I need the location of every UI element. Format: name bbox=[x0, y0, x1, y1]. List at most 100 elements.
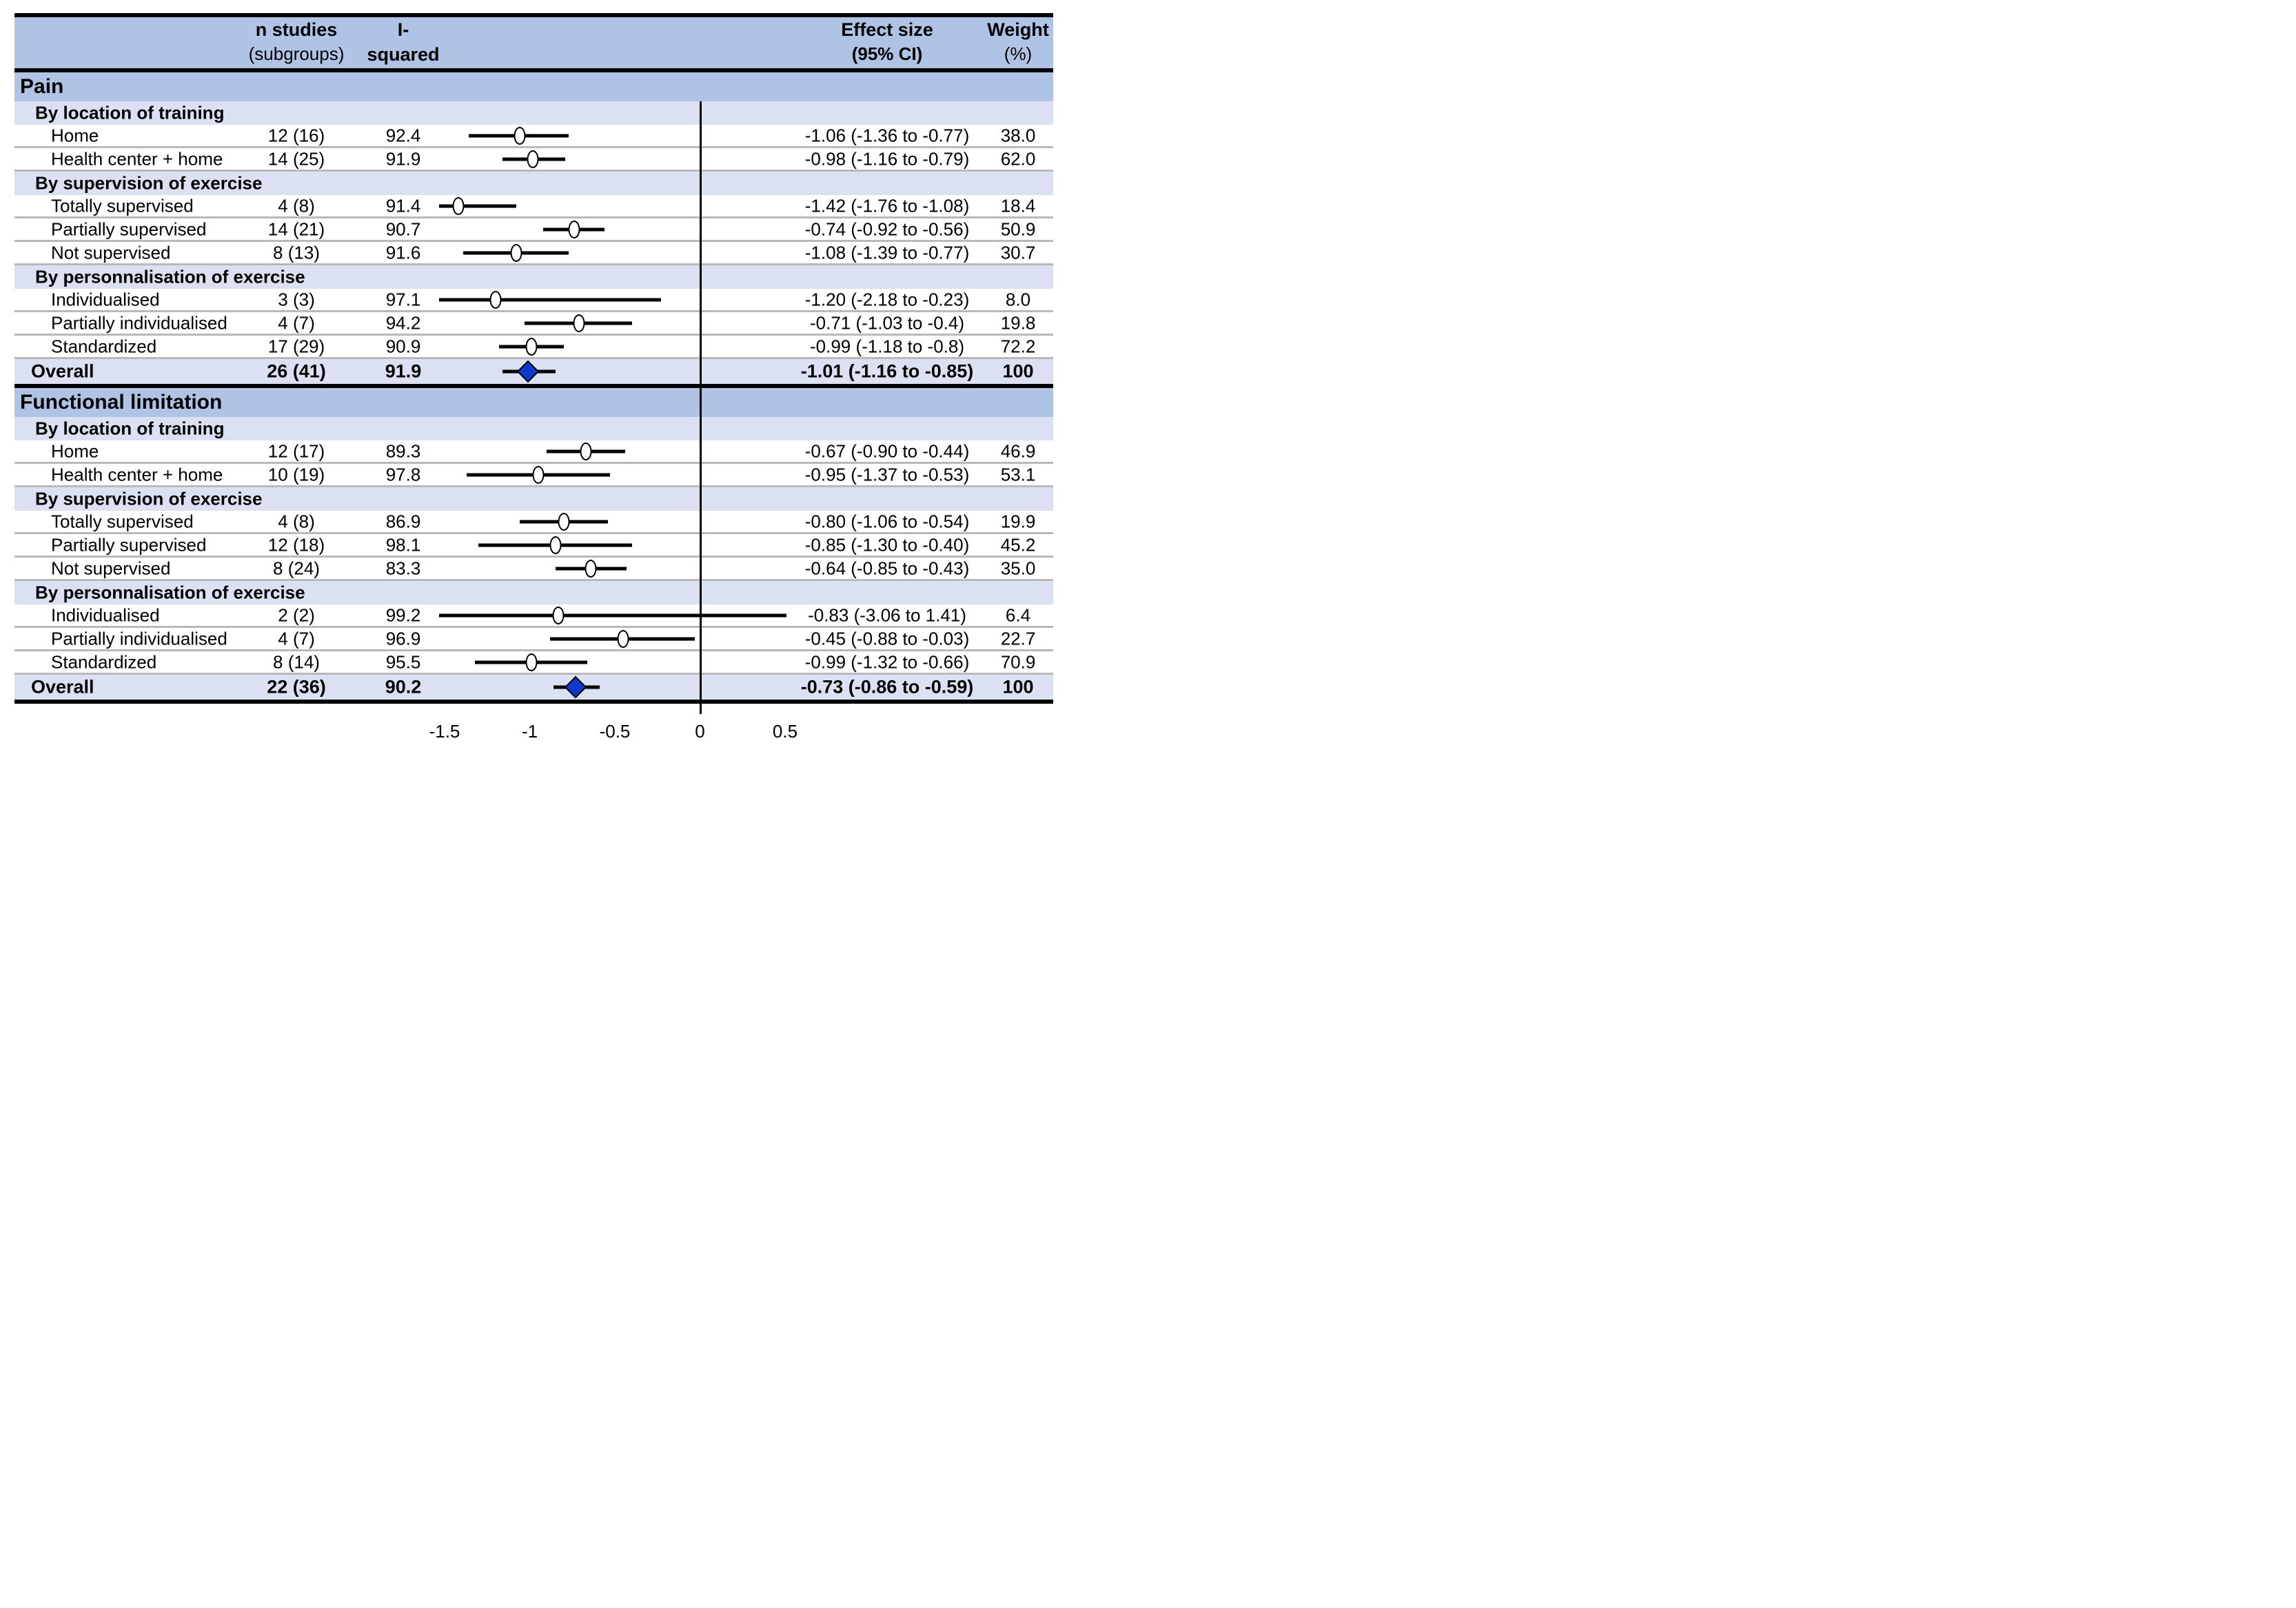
point-estimate-marker bbox=[532, 465, 545, 484]
effect-size-value: -0.64 (-0.85 to -0.43) bbox=[804, 558, 970, 578]
row-not-supervised: Not supervised 8 (24) 83.3 -0.64 (-0.85 to … bbox=[14, 558, 1053, 581]
x-tick-label: 0.5 bbox=[772, 721, 798, 742]
row-partially-individualised: Partially individualised 4 (7) 94.2 -0.71 (… bbox=[14, 312, 1053, 336]
row-standardized: Standardized 8 (14) 95.5 -0.99 (-1.32 to -0… bbox=[14, 651, 1053, 675]
point-estimate-marker bbox=[549, 536, 562, 554]
row-label: Pain bbox=[20, 75, 64, 98]
weight-value: 30.7 bbox=[1000, 242, 1036, 263]
header-bottom-line bbox=[14, 68, 1053, 72]
row-totally-supervised: Totally supervised 4 (8) 86.9 -0.80 (-1.06 … bbox=[14, 511, 1053, 534]
i-squared-value: 90.9 bbox=[385, 336, 421, 356]
effect-size-value: -0.71 (-1.03 to -0.4) bbox=[810, 312, 964, 333]
row-label: Health center + home bbox=[51, 148, 223, 169]
row-label: By supervision of exercise bbox=[35, 172, 263, 194]
row-label: Functional limitation bbox=[20, 391, 223, 414]
row-label: Totally supervised bbox=[51, 511, 194, 531]
row-label: Totally supervised bbox=[51, 195, 194, 216]
row-partially-supervised: Partially supervised 12 (18) 98.1 -0.85 (-1… bbox=[14, 534, 1053, 558]
point-estimate-marker bbox=[568, 220, 580, 238]
x-tick-label: -1 bbox=[521, 721, 538, 742]
effect-size-value: -0.83 (-3.06 to 1.41) bbox=[808, 604, 966, 625]
n-studies-value: 12 (18) bbox=[267, 534, 325, 555]
row-partially-individualised: Partially individualised 4 (7) 96.9 -0.45 (… bbox=[14, 628, 1053, 651]
point-estimate-marker bbox=[489, 290, 502, 309]
x-tick-label: 0 bbox=[695, 721, 705, 742]
row-label: Overall bbox=[31, 360, 94, 382]
n-studies-value: 12 (17) bbox=[267, 440, 325, 461]
row-totally-supervised: Totally supervised 4 (8) 91.4 -1.42 (-1.76 … bbox=[14, 195, 1053, 218]
row-by-supervision-of-exercise: By supervision of exercise bbox=[14, 172, 1053, 195]
effect-size-value: -0.95 (-1.37 to -0.53) bbox=[804, 464, 970, 485]
row-individualised: Individualised 3 (3) 97.1 -1.20 (-2.18 to -… bbox=[14, 289, 1053, 312]
weight-value: 70.9 bbox=[1000, 651, 1036, 672]
i-squared-value: 95.5 bbox=[385, 651, 421, 672]
x-tick-label: -1.5 bbox=[429, 721, 460, 742]
i-squared-value: 99.2 bbox=[385, 604, 421, 625]
column-header-weight: Weight (%) bbox=[984, 17, 1053, 65]
zero-reference-line bbox=[699, 101, 702, 714]
row-label: By personnalisation of exercise bbox=[35, 266, 305, 287]
row-label: Partially individualised bbox=[51, 628, 227, 649]
weight-value: 6.4 bbox=[1005, 604, 1031, 625]
ci-label: (95% CI) bbox=[851, 43, 923, 64]
row-label: By location of training bbox=[35, 102, 225, 123]
row-by-location-of-training: By location of training bbox=[14, 101, 1053, 125]
effect-size-label: Effect size bbox=[841, 19, 933, 40]
i-squared-value: 98.1 bbox=[385, 534, 421, 555]
weight-value: 18.4 bbox=[1000, 195, 1036, 216]
weight-value: 62.0 bbox=[1000, 148, 1036, 169]
row-partially-supervised: Partially supervised 14 (21) 90.7 -0.74 (-0… bbox=[14, 218, 1053, 242]
weight-value: 100 bbox=[1002, 676, 1034, 698]
row-standardized: Standardized 17 (29) 90.9 -0.99 (-1.18 to -… bbox=[14, 336, 1053, 359]
point-estimate-marker bbox=[510, 243, 522, 262]
effect-size-value: -1.06 (-1.36 to -0.77) bbox=[804, 125, 970, 145]
row-label: Individualised bbox=[51, 604, 160, 625]
effect-size-value: -0.85 (-1.30 to -0.40) bbox=[804, 534, 970, 555]
row-label: Individualised bbox=[51, 289, 160, 309]
row-not-supervised: Not supervised 8 (13) 91.6 -1.08 (-1.39 to … bbox=[14, 242, 1053, 265]
row-functional-limitation: Functional limitation bbox=[14, 388, 1053, 417]
row-by-supervision-of-exercise: By supervision of exercise bbox=[14, 487, 1053, 511]
effect-size-value: -1.42 (-1.76 to -1.08) bbox=[804, 195, 970, 216]
point-estimate-marker bbox=[585, 559, 597, 578]
point-estimate-marker bbox=[558, 512, 570, 531]
confidence-interval-line bbox=[439, 613, 786, 617]
weight-value: 45.2 bbox=[1000, 534, 1036, 555]
n-studies-value: 4 (7) bbox=[278, 628, 315, 649]
row-overall: Overall 22 (36) 90.2 -0.73 (-0.86 to -0.59)… bbox=[14, 675, 1053, 700]
weight-label: Weight bbox=[987, 19, 1049, 40]
i-squared-label: I-squared bbox=[367, 19, 440, 65]
effect-size-value: -0.73 (-0.86 to -0.59) bbox=[800, 676, 974, 698]
row-home: Home 12 (17) 89.3 -0.67 (-0.90 to -0.44) 46.… bbox=[14, 440, 1053, 464]
top-border-line bbox=[14, 13, 1053, 17]
n-studies-value: 3 (3) bbox=[278, 289, 315, 309]
subgroups-label: (subgroups) bbox=[248, 43, 345, 64]
table-rows: Pain By location of training Home 12 (16) 92… bbox=[14, 72, 1053, 704]
i-squared-value: 91.9 bbox=[385, 360, 422, 382]
row-by-personnalisation-of-exercise: By personnalisation of exercise bbox=[14, 265, 1053, 289]
n-studies-value: 26 (41) bbox=[267, 360, 326, 382]
row-label: Overall bbox=[31, 676, 94, 698]
n-studies-value: 10 (19) bbox=[267, 464, 325, 485]
row-label: Health center + home bbox=[51, 464, 223, 485]
point-estimate-marker bbox=[580, 442, 592, 460]
row-by-personnalisation-of-exercise: By personnalisation of exercise bbox=[14, 581, 1053, 604]
effect-size-value: -0.98 (-1.16 to -0.79) bbox=[804, 148, 970, 169]
row-label: Home bbox=[51, 440, 99, 461]
effect-size-value: -0.80 (-1.06 to -0.54) bbox=[804, 511, 970, 531]
row-individualised: Individualised 2 (2) 99.2 -0.83 (-3.06 to 1… bbox=[14, 604, 1053, 628]
point-estimate-marker bbox=[452, 196, 465, 215]
i-squared-value: 92.4 bbox=[385, 125, 421, 145]
overall-diamond-marker bbox=[564, 675, 587, 699]
i-squared-value: 97.8 bbox=[385, 464, 421, 485]
row-home: Home 12 (16) 92.4 -1.06 (-1.36 to -0.77) 38.… bbox=[14, 125, 1053, 148]
row-label: By location of training bbox=[35, 418, 225, 439]
weight-value: 53.1 bbox=[1000, 464, 1036, 485]
n-studies-value: 17 (29) bbox=[267, 336, 325, 356]
row-pain: Pain bbox=[14, 72, 1053, 101]
point-estimate-marker bbox=[552, 606, 565, 624]
row-label: Partially supervised bbox=[51, 218, 207, 239]
weight-value: 46.9 bbox=[1000, 440, 1036, 461]
weight-value: 100 bbox=[1002, 360, 1034, 382]
n-studies-value: 4 (8) bbox=[278, 511, 315, 531]
